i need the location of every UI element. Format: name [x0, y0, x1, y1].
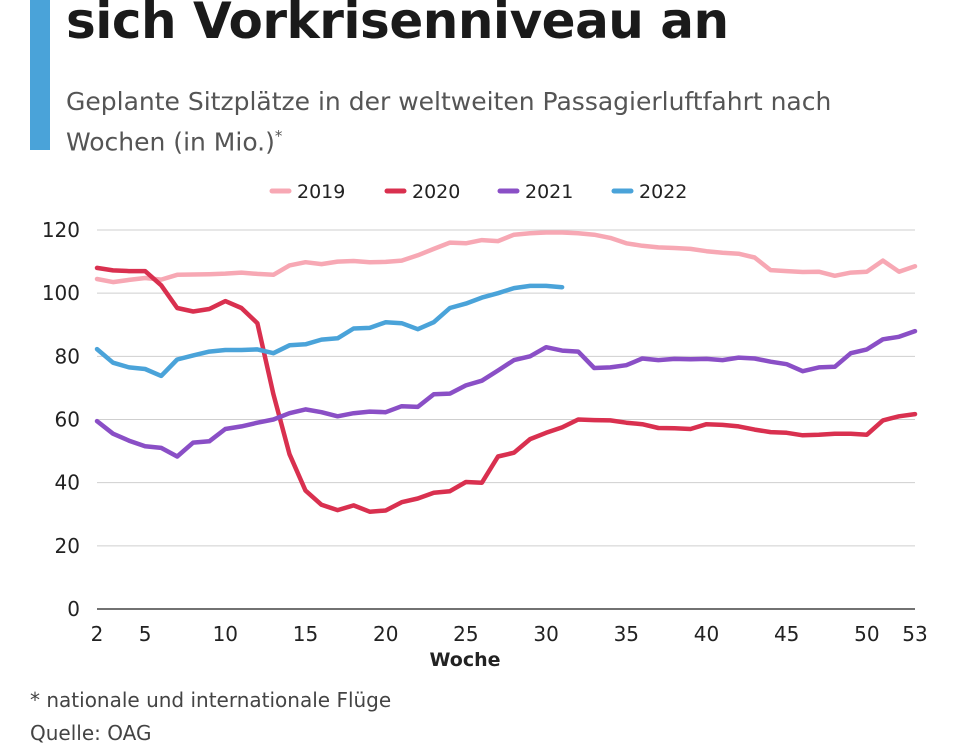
x-tick-label: 5 [139, 622, 152, 646]
footnote: * nationale und internationale Flüge [30, 688, 392, 712]
series-line-2022 [94, 283, 565, 379]
chart-subtitle: Geplante Sitzplätze in der weltweiten Pa… [66, 84, 886, 159]
y-tick-label: 80 [55, 344, 80, 368]
x-tick-label: 40 [694, 622, 719, 646]
x-tick-label: 10 [213, 622, 238, 646]
source-label: Quelle: OAG [30, 721, 152, 745]
series-line-2021 [94, 328, 918, 459]
y-tick-label: 120 [42, 218, 80, 242]
y-tick-label: 100 [42, 281, 80, 305]
x-tick-label: 20 [373, 622, 398, 646]
chart-title: sich Vorkrisenniveau an [66, 0, 729, 50]
accent-bar [30, 0, 50, 150]
x-tick-label: 15 [293, 622, 318, 646]
series-line-2019 [94, 230, 918, 285]
x-tick-label: 53 [902, 622, 927, 646]
x-tick-label: 25 [453, 622, 478, 646]
x-tick-label: 35 [614, 622, 639, 646]
subtitle-footnote-marker: * [274, 127, 283, 145]
y-tick-label: 20 [55, 534, 80, 558]
x-tick-label: 30 [533, 622, 558, 646]
subtitle-text: Geplante Sitzplätze in der weltweiten Pa… [66, 87, 832, 157]
y-tick-label: 60 [55, 408, 80, 432]
legend-label-2022: 2022 [639, 181, 687, 203]
legend-label-2019: 2019 [297, 181, 345, 203]
y-tick-label: 0 [67, 597, 80, 621]
series-line-2020 [94, 265, 918, 514]
x-axis-label: Woche [429, 649, 500, 671]
x-tick-label: 50 [854, 622, 879, 646]
legend-label-2021: 2021 [525, 181, 573, 203]
y-tick-label: 40 [55, 471, 80, 495]
legend-label-2020: 2020 [412, 181, 460, 203]
x-tick-label: 2 [91, 622, 104, 646]
x-tick-label: 45 [774, 622, 799, 646]
